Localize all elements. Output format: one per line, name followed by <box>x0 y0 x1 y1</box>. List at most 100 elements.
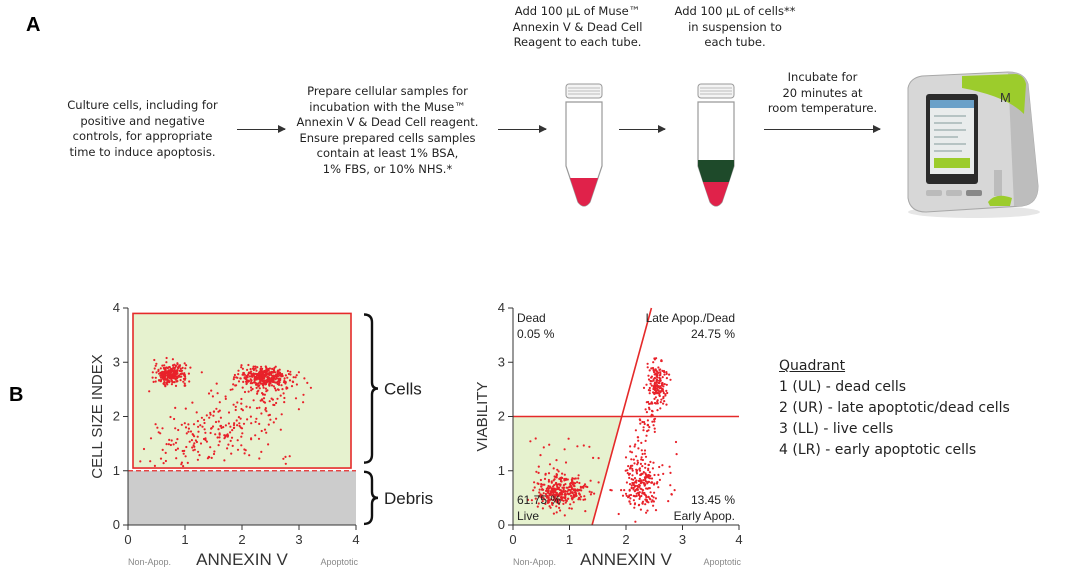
data-point <box>556 501 559 504</box>
data-point <box>166 376 169 379</box>
data-point <box>267 414 270 417</box>
data-point <box>263 382 266 385</box>
data-point <box>653 358 656 361</box>
data-point <box>542 496 545 499</box>
data-point <box>162 377 165 380</box>
data-point <box>158 379 161 382</box>
data-point <box>584 510 587 513</box>
data-point <box>569 503 572 506</box>
data-point <box>239 417 242 420</box>
data-point <box>653 397 656 400</box>
data-point <box>665 377 668 380</box>
data-point <box>555 491 558 495</box>
data-point <box>203 421 206 425</box>
data-point <box>168 372 171 375</box>
data-point <box>274 389 277 392</box>
data-point <box>232 423 236 427</box>
data-point <box>648 386 651 390</box>
data-point <box>636 461 640 464</box>
data-point <box>270 374 273 377</box>
data-point <box>165 361 168 364</box>
data-point <box>295 374 298 377</box>
data-point <box>640 456 643 459</box>
data-point <box>176 363 179 366</box>
data-point <box>540 483 543 486</box>
data-point <box>259 378 262 381</box>
x-side-label-left: Non-Apop. <box>128 557 171 567</box>
data-point <box>635 455 638 458</box>
x-tick-label: 3 <box>295 532 302 547</box>
data-point <box>154 423 157 426</box>
data-point <box>638 469 642 472</box>
data-point <box>545 494 548 497</box>
data-point <box>638 418 641 421</box>
data-point <box>262 397 266 400</box>
data-point <box>634 443 637 446</box>
data-point <box>628 500 631 503</box>
debris-brace-icon <box>363 470 379 526</box>
step1-line: controls, for appropriate <box>72 129 213 143</box>
data-point <box>628 472 631 475</box>
data-point <box>240 407 243 411</box>
data-point <box>553 489 556 492</box>
data-point <box>639 508 642 511</box>
data-point <box>284 455 287 458</box>
data-point <box>635 481 638 484</box>
data-point <box>550 481 553 484</box>
data-point <box>292 380 295 384</box>
data-point <box>263 401 267 404</box>
data-point <box>539 493 542 496</box>
data-point <box>280 375 283 378</box>
data-point <box>252 399 255 402</box>
data-point <box>213 450 216 453</box>
data-point <box>236 448 240 451</box>
data-point <box>651 366 655 370</box>
data-point <box>231 429 234 432</box>
data-point <box>184 377 187 380</box>
data-point <box>629 502 632 505</box>
data-point <box>632 494 635 497</box>
data-point <box>642 492 645 495</box>
data-point <box>530 499 533 502</box>
data-point <box>215 382 218 385</box>
data-point <box>663 371 666 374</box>
data-point <box>546 489 549 493</box>
data-point <box>149 437 153 440</box>
data-point <box>159 367 162 370</box>
data-point <box>542 492 545 495</box>
data-point <box>259 399 262 402</box>
data-point <box>644 466 647 469</box>
data-point <box>543 477 547 480</box>
data-point <box>249 382 252 385</box>
data-point <box>254 367 257 370</box>
quadrant-legend-item: 3 (LL) - live cells <box>779 421 894 437</box>
data-point <box>649 498 652 501</box>
data-point <box>640 449 643 452</box>
data-point <box>547 480 550 483</box>
data-point <box>235 376 238 379</box>
data-point <box>257 389 260 392</box>
step2-line: Prepare cellular samples for <box>307 84 468 98</box>
data-point <box>663 400 666 403</box>
y-tick-label: 4 <box>113 300 120 315</box>
data-point <box>223 459 226 462</box>
data-point <box>254 372 257 375</box>
data-point <box>566 478 569 481</box>
data-point <box>172 369 175 372</box>
y-tick-label: 4 <box>498 300 505 315</box>
data-point <box>302 401 305 404</box>
data-point <box>563 473 566 476</box>
data-point <box>638 497 641 500</box>
data-point <box>624 456 628 459</box>
data-point <box>558 483 561 486</box>
data-point <box>277 370 280 373</box>
data-point <box>631 474 634 477</box>
data-point <box>626 469 629 472</box>
data-point <box>292 376 295 379</box>
data-point <box>280 413 283 416</box>
arrow-step1-to-step2 <box>237 125 286 133</box>
data-point <box>169 443 172 447</box>
data-point <box>633 506 636 509</box>
data-point <box>173 367 176 370</box>
data-point <box>625 494 628 497</box>
